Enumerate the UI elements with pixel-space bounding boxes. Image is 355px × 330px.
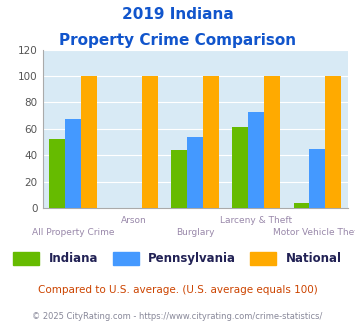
Text: © 2025 CityRating.com - https://www.cityrating.com/crime-statistics/: © 2025 CityRating.com - https://www.city…	[32, 312, 323, 321]
Text: Larceny & Theft: Larceny & Theft	[220, 216, 293, 225]
Text: Motor Vehicle Theft: Motor Vehicle Theft	[273, 228, 355, 237]
Bar	[187, 137, 203, 208]
Bar	[325, 76, 341, 208]
Bar	[81, 76, 97, 208]
Bar	[65, 119, 81, 208]
Text: Burglary: Burglary	[176, 228, 214, 237]
Text: Compared to U.S. average. (U.S. average equals 100): Compared to U.S. average. (U.S. average …	[38, 285, 317, 295]
Text: 2019 Indiana: 2019 Indiana	[122, 7, 233, 21]
Bar	[142, 76, 158, 208]
Text: All Property Crime: All Property Crime	[32, 228, 114, 237]
Bar	[294, 203, 310, 208]
Legend: Indiana, Pennsylvania, National: Indiana, Pennsylvania, National	[9, 247, 346, 270]
Bar	[248, 112, 264, 208]
Text: Property Crime Comparison: Property Crime Comparison	[59, 33, 296, 48]
Bar	[233, 127, 248, 208]
Bar	[264, 76, 280, 208]
Bar	[203, 76, 219, 208]
Text: Arson: Arson	[121, 216, 147, 225]
Bar	[310, 148, 325, 208]
Bar	[171, 150, 187, 208]
Bar	[49, 139, 65, 208]
